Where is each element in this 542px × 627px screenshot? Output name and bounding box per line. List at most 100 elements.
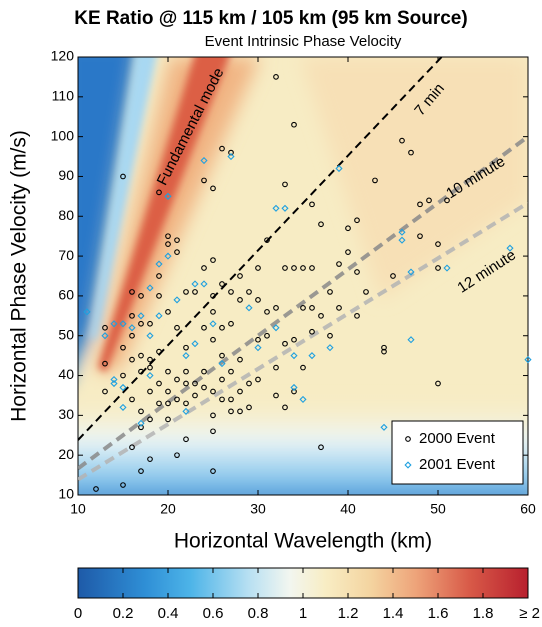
point — [210, 468, 216, 474]
point — [282, 265, 288, 271]
point — [398, 228, 406, 236]
point — [228, 408, 234, 415]
plot-frame — [77, 56, 529, 496]
legend: 2000 Event 2001 Event — [391, 420, 524, 485]
point — [201, 324, 207, 331]
colorbar-tick-label: 0 — [74, 605, 82, 622]
point — [354, 269, 360, 275]
period-line — [78, 201, 528, 482]
point — [183, 380, 189, 387]
point — [174, 452, 180, 459]
point — [245, 304, 253, 312]
point — [201, 265, 207, 271]
point — [308, 352, 316, 360]
point — [219, 396, 225, 403]
point — [147, 356, 153, 363]
point — [336, 305, 342, 311]
point — [354, 217, 360, 224]
point — [228, 396, 234, 403]
y-tick-label: 110 — [52, 88, 75, 104]
point — [156, 273, 162, 279]
colorbar-tick-label: 0.8 — [248, 605, 269, 622]
point — [255, 297, 261, 303]
point — [335, 164, 343, 173]
point — [137, 419, 145, 427]
colorbar: 0 0.2 0.4 0.6 0.8 1 1.2 1.4 1.6 1.8 ≥ 2 — [74, 567, 540, 622]
point — [138, 293, 144, 299]
point — [264, 237, 270, 244]
point — [255, 336, 261, 343]
point — [282, 340, 288, 347]
point — [138, 408, 144, 415]
colorbar-tick-label: 1 — [299, 605, 307, 622]
point — [147, 364, 153, 371]
point — [219, 352, 225, 359]
point — [309, 201, 315, 208]
y-tick-label: 40 — [58, 366, 74, 382]
point — [156, 380, 162, 387]
y-tick-label: 10 — [58, 486, 74, 502]
point — [372, 177, 378, 184]
point — [201, 384, 207, 391]
point — [165, 233, 171, 240]
point — [147, 416, 153, 423]
point — [246, 289, 252, 295]
point — [120, 344, 126, 351]
point — [210, 308, 216, 315]
point — [309, 265, 315, 271]
field-ridge — [98, 57, 230, 372]
point — [155, 312, 163, 320]
point — [138, 352, 144, 359]
point — [273, 392, 279, 399]
point — [237, 273, 243, 279]
x-tick-label: 10 — [70, 501, 86, 517]
point — [210, 257, 216, 263]
point — [282, 404, 288, 411]
point — [146, 332, 154, 340]
legend-marker — [404, 461, 412, 469]
x-tick-label: 30 — [250, 501, 266, 517]
point — [165, 400, 171, 407]
legend-label: 2001 Event — [419, 456, 496, 473]
point — [264, 332, 270, 339]
field-ridge — [90, 57, 157, 340]
point — [417, 201, 423, 208]
point — [210, 185, 216, 192]
point — [336, 261, 342, 267]
y-tick-label: 90 — [58, 167, 74, 183]
point — [390, 273, 396, 279]
colorbar-tick-label: 1.6 — [428, 605, 449, 622]
point — [408, 149, 414, 156]
y-tick-label: 80 — [58, 207, 74, 223]
colorbar-tick-label: 1.8 — [473, 605, 494, 622]
legend-marker — [405, 436, 411, 442]
point — [524, 356, 532, 364]
point — [164, 252, 172, 260]
field-band — [96, 57, 260, 372]
x-tick-label: 60 — [520, 501, 536, 517]
y-axis-label: Horizontal Phase Velocity (m/s) — [8, 130, 31, 422]
point — [164, 192, 172, 200]
point — [354, 312, 360, 319]
point — [219, 145, 225, 152]
point — [174, 237, 180, 244]
point — [435, 241, 441, 247]
point — [435, 380, 441, 387]
point — [156, 189, 162, 196]
point — [237, 356, 243, 363]
x-axis-label: Horizontal Wavelength (km) — [174, 530, 432, 553]
point — [200, 156, 208, 165]
point — [210, 412, 216, 419]
point — [219, 324, 225, 331]
point — [93, 486, 99, 492]
reference-lines — [78, 57, 528, 482]
point — [182, 407, 190, 415]
point — [246, 404, 252, 411]
point — [102, 360, 108, 367]
point — [156, 348, 162, 355]
y-tick-label: 70 — [58, 247, 74, 263]
point — [129, 289, 135, 295]
colorbar-tick-label: ≥ 2 — [519, 605, 540, 622]
point — [174, 249, 180, 255]
colorbar-tick-label: 0.4 — [158, 605, 179, 622]
